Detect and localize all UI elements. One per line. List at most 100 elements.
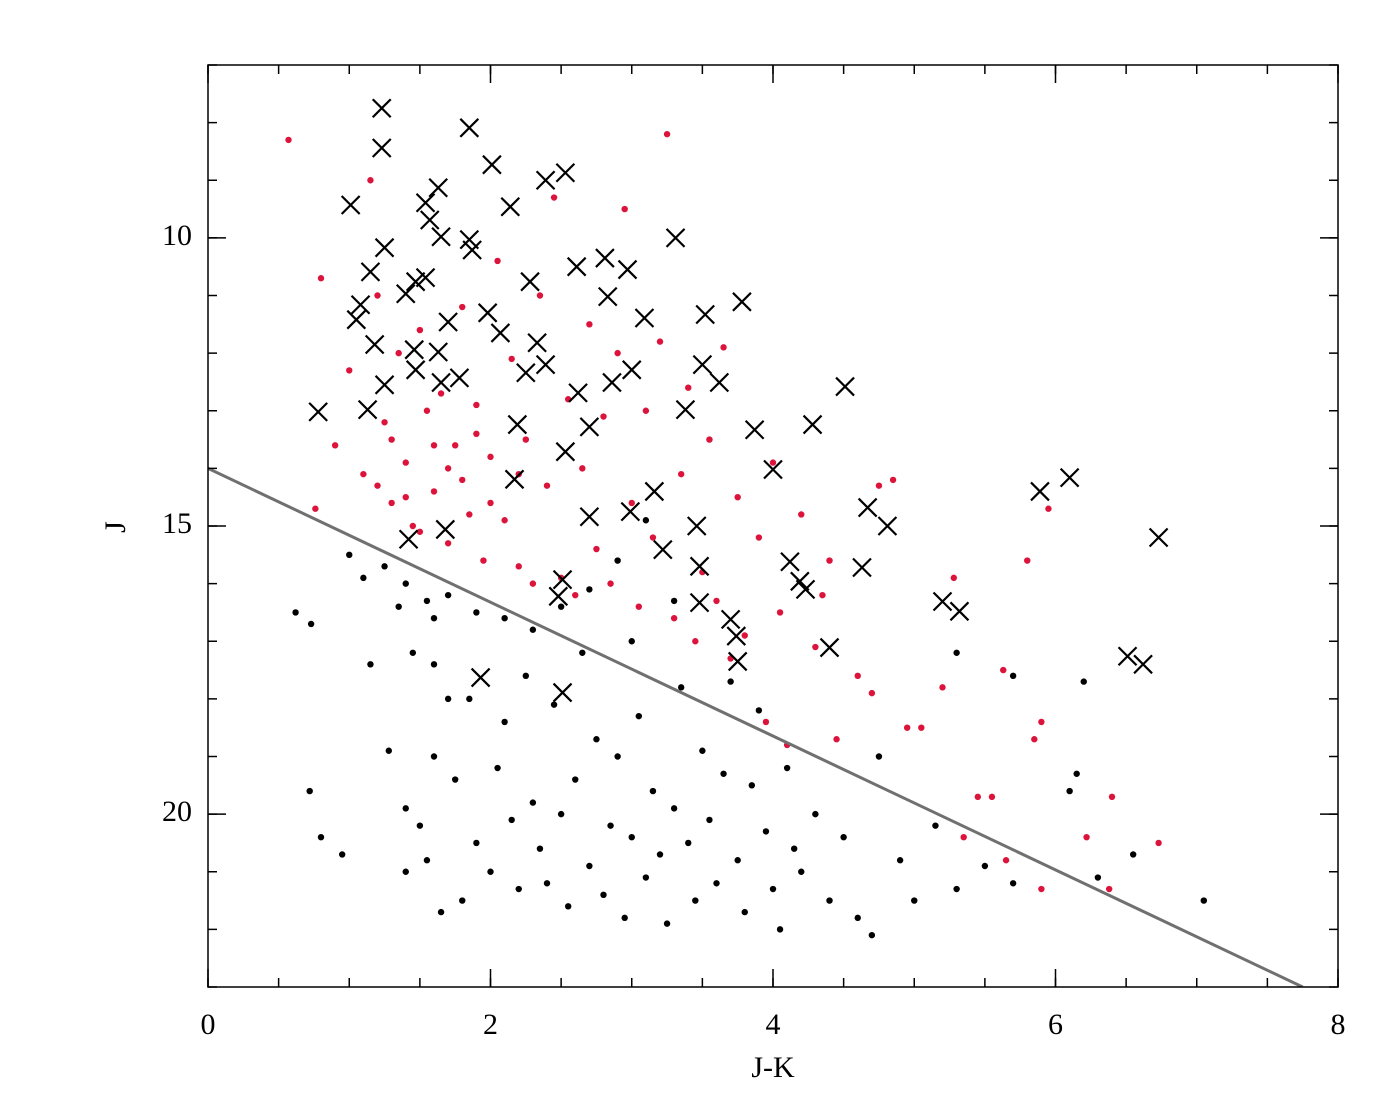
plot-frame [207,64,1339,988]
x-marker [568,383,588,403]
point [953,649,960,656]
point [635,603,643,610]
x-marker [548,586,569,607]
point [423,857,431,864]
point [536,292,544,299]
point [473,609,480,616]
point [670,615,678,622]
point [868,931,876,939]
y-tick-label: 15 [162,507,192,540]
point [430,661,438,668]
x-marker [395,283,416,304]
x-marker [415,267,436,288]
x-marker [449,368,470,388]
point [950,574,957,582]
x-marker [709,372,730,393]
x-marker [595,248,615,268]
point [459,303,466,311]
point [494,257,501,265]
point [706,816,713,824]
x-marker [374,237,395,258]
x-marker [308,402,328,422]
point [713,597,720,605]
point [769,459,777,466]
point [649,787,657,795]
point [685,384,692,391]
point [656,851,664,858]
point [487,453,494,461]
x-marker [520,271,540,292]
x-marker [819,637,840,658]
point [953,885,960,893]
x-marker [459,118,480,138]
point [409,649,417,656]
point [430,488,438,495]
point [692,638,699,645]
y-tick-label: 20 [162,795,192,828]
x-marker [419,210,440,230]
point [550,194,558,201]
point [939,684,946,691]
point [306,787,313,795]
x-marker [477,303,498,323]
point [798,511,805,518]
x-marker [470,667,491,688]
point [840,833,847,841]
point [656,338,664,345]
x-marker [516,362,536,383]
x-marker [415,192,436,213]
x-marker [405,360,426,380]
x-marker [535,170,556,191]
point [395,349,402,357]
point [515,563,522,570]
point [833,736,840,743]
point [381,419,388,426]
point [1105,885,1113,893]
point [388,499,395,507]
point [642,874,650,881]
point [487,499,494,507]
point [1108,793,1116,801]
point [1002,857,1010,864]
x-marker [428,342,449,362]
point [367,661,374,668]
point [423,597,431,605]
x-marker [507,414,528,435]
x-marker [763,459,783,480]
point [1083,833,1090,841]
cut-line [208,467,1304,987]
point [642,517,650,524]
point [1009,880,1017,887]
point [614,349,621,357]
point [663,130,671,138]
point [285,136,292,144]
x-marker [552,682,573,703]
point [430,615,438,622]
x-marker [1133,654,1153,675]
point [1000,666,1007,674]
point [755,534,763,541]
x-marker [835,376,855,397]
point [896,857,904,864]
point [1038,718,1045,726]
x-marker [555,441,576,462]
point [360,574,367,582]
x-marker [438,312,458,332]
x-marker [371,98,392,118]
x-marker [431,372,451,393]
point [444,591,452,599]
point [557,810,565,818]
point [685,839,692,847]
x-marker [1059,467,1080,488]
point [776,609,784,616]
point [600,891,607,898]
point [543,482,551,489]
point [501,718,508,726]
point [790,845,798,852]
point [402,868,409,875]
point [487,868,494,875]
point [480,557,487,564]
point [677,684,685,691]
x-marker [527,332,547,353]
point [402,459,409,466]
